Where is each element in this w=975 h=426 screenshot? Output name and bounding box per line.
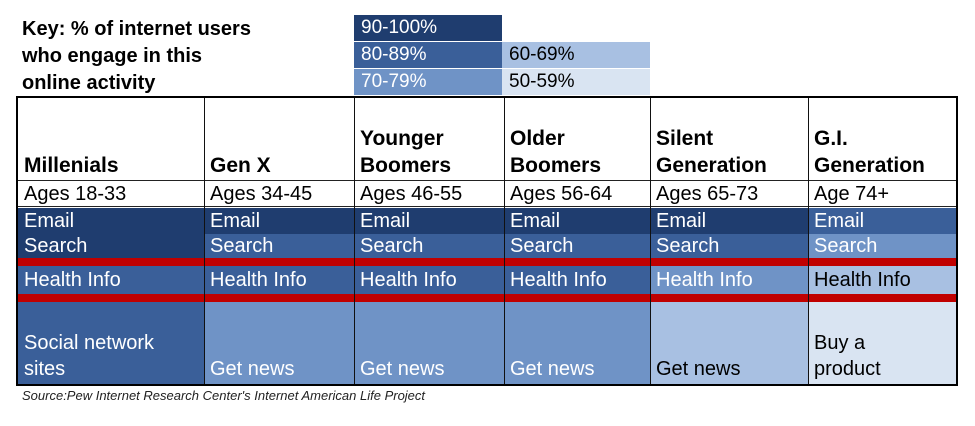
activity-line: product [814, 358, 881, 380]
activity-cell: Buy a product [808, 302, 956, 384]
email-cell: Email [354, 208, 504, 234]
email-cell: Email [808, 208, 956, 234]
key-swatch-70-79: 70-79% [354, 69, 502, 95]
generation-column: Millenials Ages 18-33 Email Search Health In… [18, 98, 205, 384]
generation-header: Millenials [18, 98, 204, 182]
search-cell: Search [18, 234, 204, 258]
separator-bar [650, 294, 808, 302]
generation-column: Gen X Ages 34-45 Email Search Health Info Get… [204, 98, 355, 384]
generation-header-line: Boomers [360, 154, 452, 177]
search-cell: Search [808, 234, 956, 258]
activity-cell: Get news [650, 302, 808, 384]
key-title-line: online activity [22, 72, 156, 94]
generation-header: G.I. Generation [808, 98, 956, 182]
email-cell: Email [204, 208, 354, 234]
search-cell: Search [650, 234, 808, 258]
separator-bar [354, 258, 504, 266]
generation-column: Older Boomers Ages 56-64 Email Search Health … [504, 98, 651, 384]
search-cell: Search [204, 234, 354, 258]
age-range: Ages 46-55 [354, 180, 504, 207]
email-cell: Email [650, 208, 808, 234]
separator-bar [504, 258, 650, 266]
column-divider [808, 98, 809, 384]
generation-column: Younger Boomers Ages 46-55 Email Search Healt… [354, 98, 505, 384]
activity-cell: Social network sites [18, 302, 204, 384]
health-info-cell: Health Info [18, 266, 204, 294]
separator-bar [18, 294, 204, 302]
column-divider [650, 98, 651, 384]
generation-header: Gen X [204, 98, 354, 182]
separator-bar [204, 294, 354, 302]
search-cell: Search [504, 234, 650, 258]
health-info-cell: Health Info [504, 266, 650, 294]
generation-header-line: Silent [656, 127, 714, 150]
key-title-line: who engage in this [22, 45, 203, 67]
column-divider [204, 98, 205, 384]
separator-bar [204, 258, 354, 266]
key-title-line: Key: % of internet users [22, 18, 251, 40]
key-swatch-90-100: 90-100% [354, 15, 502, 41]
generation-header: Younger Boomers [354, 98, 504, 182]
generation-header-line: Boomers [510, 154, 602, 177]
generation-header-line: G.I. [814, 127, 848, 150]
generation-header-line: Generation [656, 154, 767, 177]
separator-bar [808, 294, 956, 302]
activity-line: sites [24, 358, 66, 380]
generations-table: Millenials Ages 18-33 Email Search Health In… [16, 96, 958, 386]
separator-bar [18, 258, 204, 266]
generation-header-line: Millenials [24, 154, 119, 177]
separator-bar [650, 258, 808, 266]
column-divider [354, 98, 355, 384]
age-range: Age 74+ [808, 180, 956, 207]
email-cell: Email [18, 208, 204, 234]
generation-column: Silent Generation Ages 65-73 Email Search Hea… [650, 98, 809, 384]
activity-line: Get news [360, 358, 445, 380]
generation-header: Older Boomers [504, 98, 650, 182]
activity-line: Get news [510, 358, 595, 380]
generation-header: Silent Generation [650, 98, 808, 182]
separator-bar [504, 294, 650, 302]
generation-header-line: Older [510, 127, 565, 150]
activity-line: Social network [24, 332, 155, 354]
generation-header-line: Gen X [210, 154, 271, 177]
separator-bar [354, 294, 504, 302]
activity-cell: Get news [504, 302, 650, 384]
age-range: Ages 34-45 [204, 180, 354, 207]
generation-column: G.I. Generation Age 74+ Email Search Health I… [808, 98, 956, 384]
age-range: Ages 18-33 [18, 180, 204, 207]
key-swatch-60-69: 60-69% [502, 42, 650, 68]
key-swatch-80-89: 80-89% [354, 42, 502, 68]
activity-cell: Get news [204, 302, 354, 384]
activity-cell: Get news [354, 302, 504, 384]
search-cell: Search [354, 234, 504, 258]
key-title: Key: % of internet users who engage in t… [22, 16, 352, 97]
age-range: Ages 65-73 [650, 180, 808, 207]
activity-line: Get news [656, 358, 741, 380]
age-range: Ages 56-64 [504, 180, 650, 207]
health-info-cell: Health Info [204, 266, 354, 294]
health-info-cell: Health Info [808, 266, 956, 294]
health-info-cell: Health Info [650, 266, 808, 294]
activity-line: Get news [210, 358, 295, 380]
column-divider [504, 98, 505, 384]
source-note: Source:Pew Internet Research Center's In… [22, 388, 426, 403]
activity-line: Buy a [814, 332, 866, 354]
generation-header-line: Generation [814, 154, 925, 177]
health-info-cell: Health Info [354, 266, 504, 294]
key-swatch-50-59: 50-59% [502, 69, 650, 95]
generation-header-line: Younger [360, 127, 444, 150]
email-cell: Email [504, 208, 650, 234]
separator-bar [808, 258, 956, 266]
